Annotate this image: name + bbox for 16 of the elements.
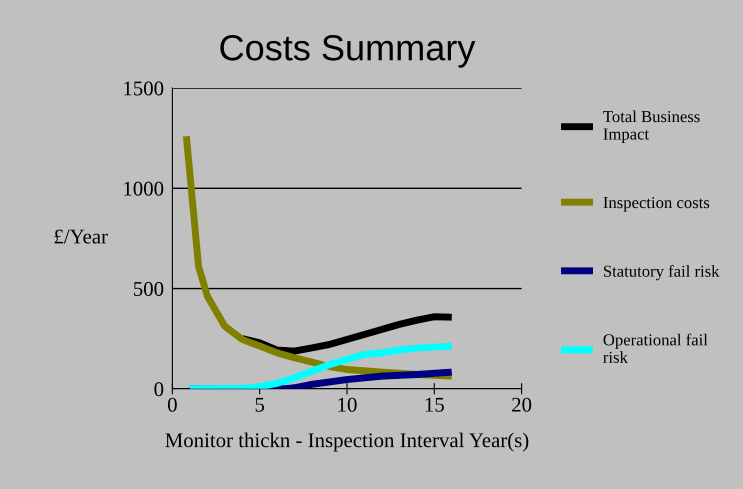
- legend-label: Inspection costs: [603, 196, 710, 212]
- chart-title: Costs Summary: [220, 35, 476, 68]
- x-tick-label: 5: [256, 398, 264, 412]
- x-tick-label: 20: [512, 398, 532, 412]
- y-tick-label: 1500: [124, 81, 164, 96]
- y-axis-title: £/Year: [54, 230, 108, 244]
- y-tick-label: 500: [134, 282, 164, 296]
- y-tick-label: 0: [154, 382, 164, 396]
- x-axis-title: Monitor thickn - Inspection Interval Year(s): [165, 432, 528, 452]
- legend-label: Statutory fail risk: [604, 264, 720, 280]
- x-tick-label: 15: [426, 398, 444, 412]
- x-tick-label: 0: [168, 398, 177, 412]
- y-tick-label: 1000: [124, 182, 164, 196]
- legend-label: Total Business Impact: [603, 110, 700, 144]
- x-tick-label: 10: [338, 398, 357, 412]
- legend-label: Operational fail risk: [603, 334, 708, 363]
